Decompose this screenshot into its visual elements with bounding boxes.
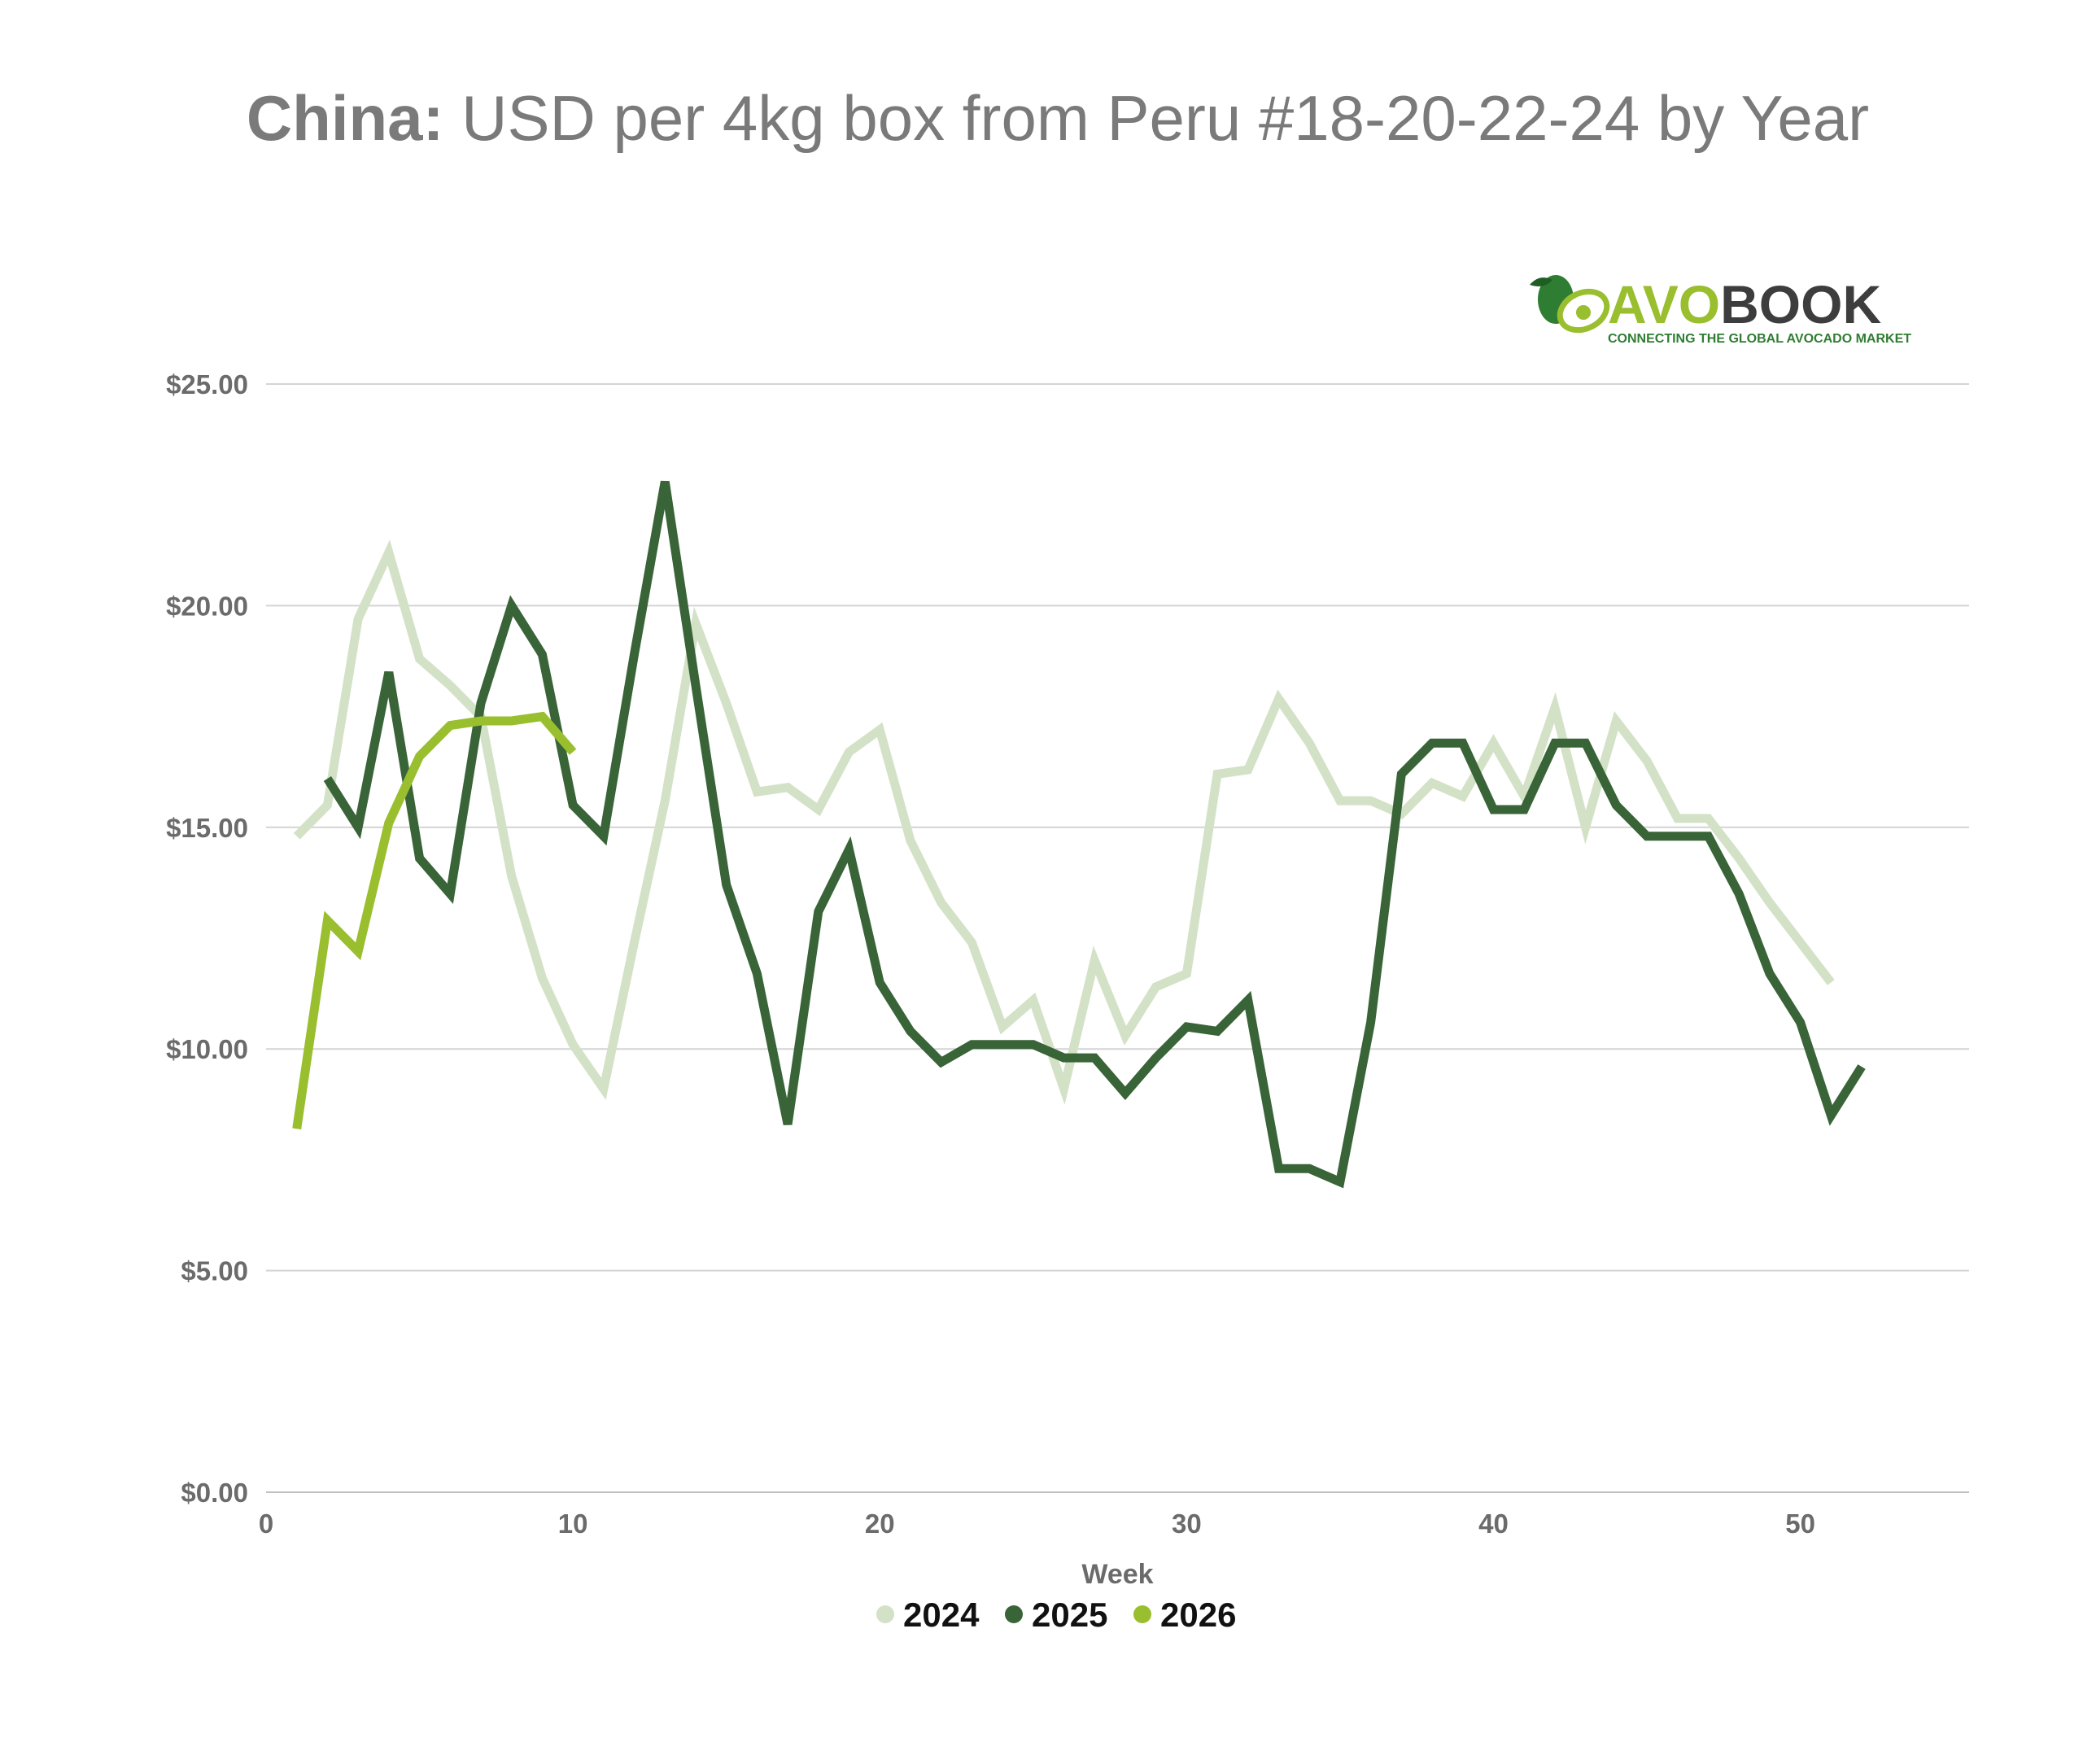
logo-tagline: CONNECTING THE GLOBAL AVOCADO MARKET — [1608, 332, 1911, 346]
series-line-2025 — [323, 480, 1866, 1189]
legend-label-2025: 2025 — [1032, 1596, 1107, 1634]
y-tick-label: $15.00 — [166, 813, 248, 843]
y-axis-tick-labels: $0.00 $5.00 $10.00 $15.00 $20.00 $25.00 — [166, 369, 248, 1508]
y-tick-label: $25.00 — [166, 369, 248, 400]
y-tick-label: $20.00 — [166, 591, 248, 621]
logo-wordmark: AVOBOOK — [1608, 274, 1881, 334]
chart-title-bold: China: — [247, 82, 444, 154]
x-tick-label: 0 — [259, 1509, 273, 1539]
legend: 2024 2025 2026 — [876, 1596, 1236, 1634]
series-line-2024 — [293, 539, 1835, 1105]
x-tick-label: 50 — [1785, 1509, 1815, 1539]
avocado-icon — [1530, 275, 1610, 334]
y-tick-label: $10.00 — [166, 1034, 248, 1064]
x-axis-tick-labels: 0 10 20 30 40 50 — [259, 1509, 1815, 1539]
gridlines — [266, 383, 1969, 1493]
y-tick-label: $0.00 — [181, 1478, 248, 1508]
series-line-2026 — [292, 711, 577, 1130]
legend-label-2024: 2024 — [903, 1596, 980, 1634]
x-tick-label: 10 — [558, 1509, 588, 1539]
legend-marker-2024 — [876, 1605, 894, 1623]
legend-marker-2025 — [1005, 1605, 1023, 1623]
x-tick-label: 20 — [865, 1509, 895, 1539]
legend-marker-2026 — [1133, 1605, 1151, 1623]
legend-label-2026: 2026 — [1160, 1596, 1236, 1634]
logo-brand-avo: AVO — [1608, 274, 1720, 334]
x-axis-title: Week — [1081, 1559, 1153, 1590]
x-tick-label: 30 — [1172, 1509, 1202, 1539]
chart-title-rest: USD per 4kg box from Peru #18-20-22-24 b… — [444, 82, 1870, 154]
x-tick-label: 40 — [1478, 1509, 1509, 1539]
logo-brand-book: BOOK — [1720, 274, 1881, 334]
series-lines — [292, 480, 1866, 1189]
chart-title: China: USD per 4kg box from Peru #18-20-… — [247, 82, 1869, 154]
avobook-logo: AVOBOOK CONNECTING THE GLOBAL AVOCADO MA… — [1530, 274, 1911, 346]
y-tick-label: $5.00 — [181, 1256, 248, 1286]
